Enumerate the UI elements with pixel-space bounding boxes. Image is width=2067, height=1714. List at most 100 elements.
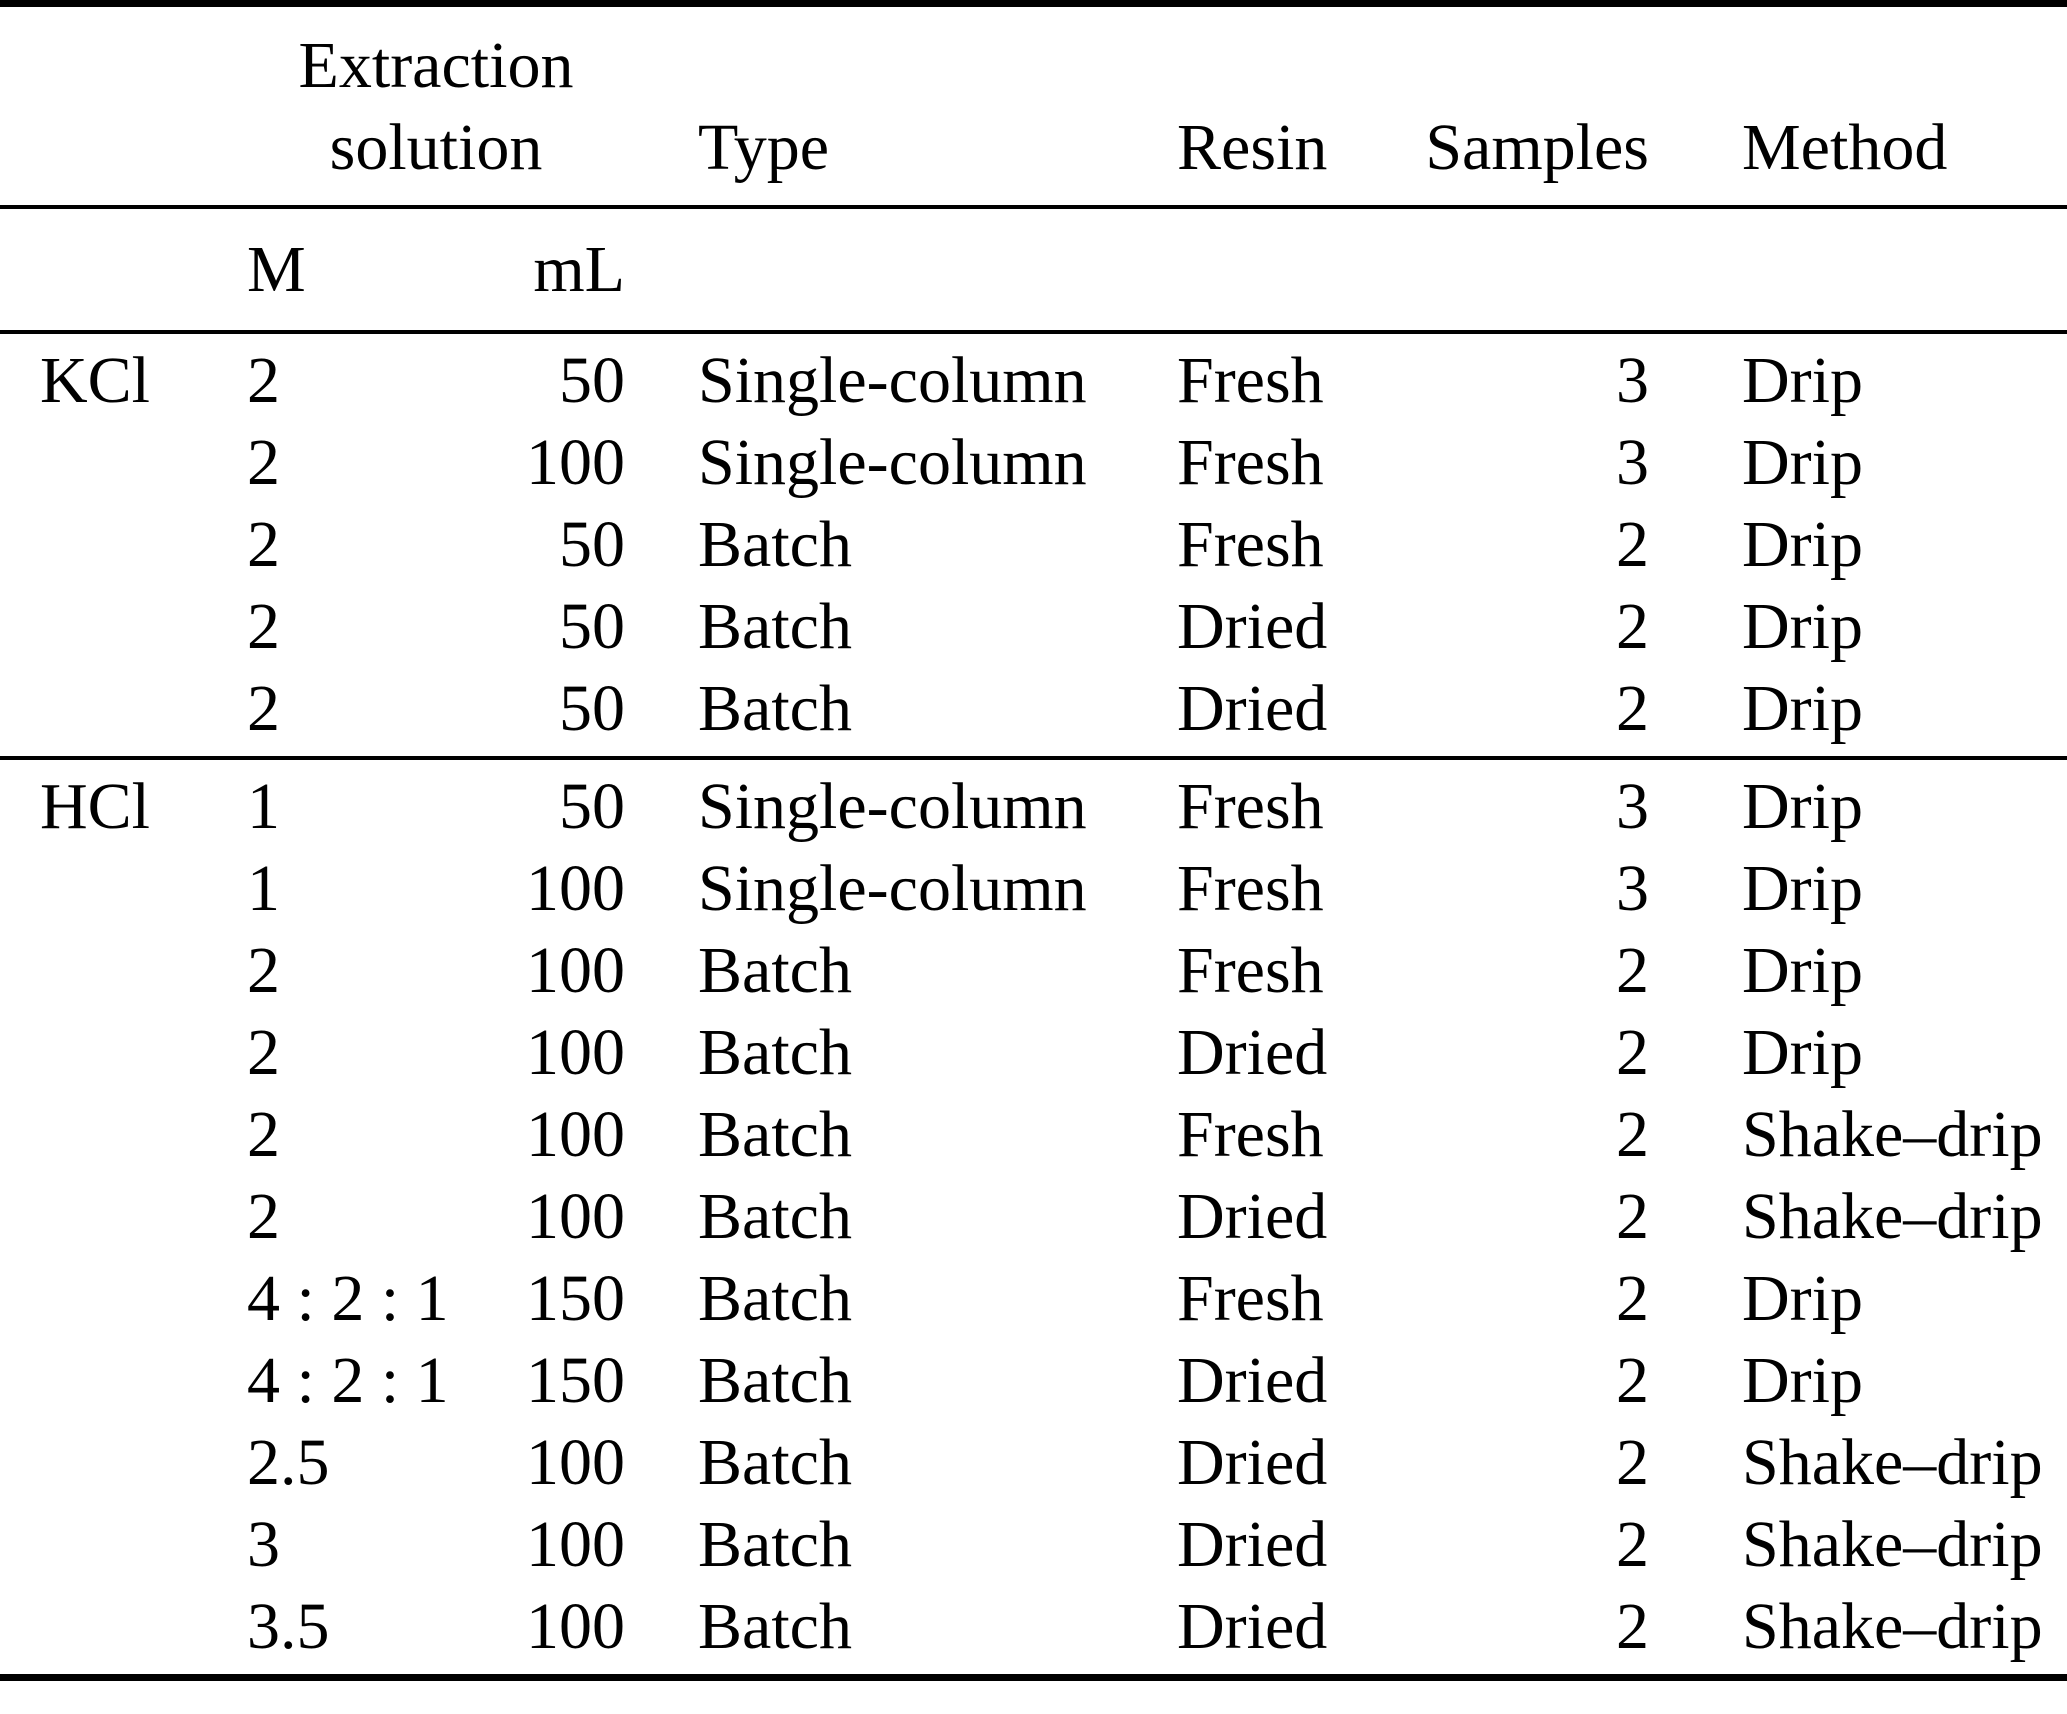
column-header-method: Method [1742,111,1948,184]
table-row: 3.5 100 Batch Dried 2 Shake–drip [0,1586,2067,1668]
column-header-m-unit: M [247,232,306,306]
type-value: Batch [698,1426,852,1499]
ml-value: 50 [559,508,625,581]
extraction-label-line2: solution [329,111,543,184]
samples-value: 2 [1616,1180,1649,1253]
resin-value: Dried [1177,590,1328,663]
table-row: 2 100 Single-column Fresh 3 Drip [0,422,2067,504]
samples-value: 3 [1616,426,1649,499]
samples-value: 2 [1616,1016,1649,1089]
table-row: 2 100 Batch Dried 2 Drip [0,1012,2067,1094]
method-value: Shake–drip [1742,1508,2043,1581]
type-value: Batch [698,1098,852,1171]
type-value: Batch [698,1016,852,1089]
resin-value: Dried [1177,1508,1328,1581]
unit-header-row: M mL [0,209,2067,330]
type-value: Batch [698,1508,852,1581]
resin-value: Dried [1177,1590,1328,1663]
method-value: Drip [1742,426,1863,499]
samples-value: 2 [1616,1344,1649,1417]
samples-value: 2 [1616,672,1649,745]
ml-value: 100 [526,852,625,925]
column-header-ml-unit: mL [533,232,625,306]
ml-value: 100 [526,1016,625,1089]
resin-value: Fresh [1177,852,1324,925]
ml-value: 50 [559,344,625,417]
type-value: Batch [698,934,852,1007]
table-header-row: Extraction solution Type Resin Samples M… [0,7,2067,205]
resin-value: Dried [1177,1180,1328,1253]
m-value: 2 [247,508,280,581]
method-value: Shake–drip [1742,1590,2043,1663]
table-row: 2.5 100 Batch Dried 2 Shake–drip [0,1422,2067,1504]
table-row: 2 50 Batch Dried 2 Drip [0,586,2067,668]
m-value: 2 [247,590,280,663]
table-row: 2 100 Batch Fresh 2 Shake–drip [0,1094,2067,1176]
table-row: 2 100 Batch Fresh 2 Drip [0,930,2067,1012]
m-value: 2 [247,426,280,499]
resin-value: Fresh [1177,426,1324,499]
resin-value: Dried [1177,672,1328,745]
resin-value: Dried [1177,1016,1328,1089]
m-value: 1 [247,852,280,925]
method-value: Shake–drip [1742,1098,2043,1171]
resin-value: Dried [1177,1426,1328,1499]
m-value: 2 [247,672,280,745]
resin-value: Fresh [1177,344,1324,417]
ml-value: 100 [526,1180,625,1253]
table-section-kcl: KCl 2 50 Single-column Fresh 3 Drip 2 100 Single-… [0,334,2067,756]
table-row: 1 100 Single-column Fresh 3 Drip [0,848,2067,930]
method-value: Drip [1742,672,1863,745]
m-value: 4 : 2 : 1 [247,1262,449,1335]
ml-value: 100 [526,426,625,499]
m-value: 2 [247,1098,280,1171]
resin-value: Fresh [1177,508,1324,581]
bottom-rule [0,1674,2067,1681]
type-value: Batch [698,590,852,663]
m-value: 3.5 [247,1590,330,1663]
extraction-label-line1: Extraction [298,29,574,102]
samples-value: 2 [1616,934,1649,1007]
resin-value: Dried [1177,1344,1328,1417]
method-value: Shake–drip [1742,1180,2043,1253]
header-divider-rule [0,205,2067,209]
ml-value: 50 [559,770,625,843]
method-value: Drip [1742,1344,1863,1417]
m-value: 2 [247,1180,280,1253]
method-value: Drip [1742,1262,1863,1335]
ml-value: 100 [526,1098,625,1171]
table-row: 3 100 Batch Dried 2 Shake–drip [0,1504,2067,1586]
type-value: Batch [698,1344,852,1417]
type-value: Single-column [698,426,1087,499]
ml-value: 100 [526,934,625,1007]
ml-value: 100 [526,1508,625,1581]
ml-value: 150 [526,1262,625,1335]
type-value: Batch [698,1590,852,1663]
m-value: 4 : 2 : 1 [247,1344,449,1417]
samples-value: 2 [1616,1590,1649,1663]
top-rule [0,0,2067,7]
m-value: 2.5 [247,1426,330,1499]
resin-value: Fresh [1177,934,1324,1007]
m-value: 3 [247,1508,280,1581]
ml-value: 50 [559,590,625,663]
table-row: 2 50 Batch Dried 2 Drip [0,668,2067,750]
samples-value: 2 [1616,1426,1649,1499]
column-header-extraction-solution: Extraction solution [247,25,625,189]
type-value: Single-column [698,770,1087,843]
type-value: Batch [698,1180,852,1253]
resin-value: Fresh [1177,770,1324,843]
method-value: Drip [1742,508,1863,581]
ml-value: 100 [526,1426,625,1499]
table-row: 2 100 Batch Dried 2 Shake–drip [0,1176,2067,1258]
m-value: 1 [247,770,280,843]
section-divider-rule [0,756,2067,760]
samples-value: 2 [1616,508,1649,581]
type-value: Batch [698,1262,852,1335]
table-row: 4 : 2 : 1 150 Batch Dried 2 Drip [0,1340,2067,1422]
type-value: Batch [698,672,852,745]
samples-value: 3 [1616,344,1649,417]
samples-value: 2 [1616,1098,1649,1171]
method-value: Drip [1742,852,1863,925]
